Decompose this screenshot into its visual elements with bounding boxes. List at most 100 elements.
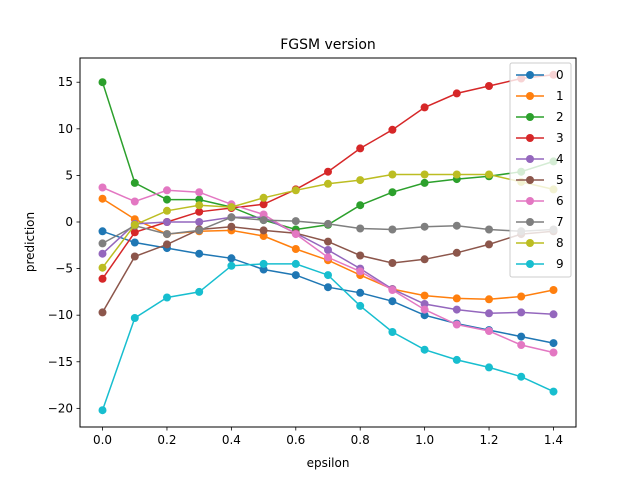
data-point	[324, 283, 332, 292]
data-point	[163, 206, 171, 215]
data-point	[452, 355, 461, 364]
data-point	[195, 207, 204, 216]
data-point	[485, 295, 493, 304]
y-axis-label: prediction	[23, 212, 37, 272]
data-point	[452, 170, 461, 179]
data-point	[130, 238, 139, 247]
data-point	[324, 179, 332, 188]
data-point	[195, 218, 204, 226]
x-tick-label: 1.0	[415, 433, 434, 447]
data-point	[259, 226, 268, 235]
data-point	[291, 259, 300, 268]
data-point	[227, 261, 236, 270]
x-tick-label: 0.6	[286, 433, 305, 447]
y-tick-label: 15	[58, 75, 73, 89]
legend-swatch-marker	[526, 113, 534, 121]
data-point	[517, 332, 526, 341]
data-point	[388, 225, 397, 234]
data-point	[420, 291, 429, 300]
x-tick-label: 1.2	[479, 433, 498, 447]
data-point	[549, 286, 558, 294]
y-tick-label: −5	[55, 262, 73, 276]
data-point	[227, 203, 236, 212]
legend-label: 3	[556, 131, 564, 145]
data-point	[388, 297, 397, 306]
data-point	[452, 320, 461, 329]
legend-item-5: 5	[516, 173, 564, 187]
data-point	[130, 197, 139, 206]
data-point	[195, 195, 204, 204]
data-point	[130, 228, 139, 237]
legend-item-0: 0	[516, 68, 564, 82]
x-axis-label: epsilon	[307, 456, 350, 470]
data-point	[517, 292, 526, 301]
data-point	[163, 195, 171, 204]
data-point	[291, 186, 300, 195]
y-tick-label: 10	[58, 122, 73, 136]
data-point	[452, 305, 461, 314]
series-5	[98, 222, 558, 317]
data-point	[452, 221, 461, 230]
data-point	[452, 294, 461, 303]
data-point	[324, 253, 332, 262]
axis-ticks: 0.0 0.2 0.4 0.6 0.8 1.0 1.2 1.4 −20 −15 −10 −5 0 5 10 1…	[48, 75, 563, 447]
data-point	[291, 245, 300, 253]
data-point	[420, 178, 429, 187]
data-point	[324, 167, 332, 176]
chart-title: FGSM version	[280, 37, 376, 53]
data-point	[356, 301, 365, 310]
data-point	[227, 254, 236, 263]
data-point	[130, 220, 139, 229]
data-point	[549, 348, 558, 357]
y-tick-label: −15	[48, 355, 73, 369]
legend-swatch-marker	[526, 71, 534, 79]
data-point	[98, 274, 107, 283]
data-point	[291, 230, 300, 239]
data-point	[356, 201, 365, 210]
legend-label: 9	[556, 257, 564, 271]
data-point	[420, 345, 429, 354]
legend-swatch-marker	[526, 134, 534, 142]
data-point	[388, 328, 397, 336]
data-point	[420, 170, 429, 179]
legend-item-7: 7	[516, 215, 564, 229]
data-point	[195, 287, 204, 296]
series-9	[98, 259, 558, 415]
data-point	[163, 240, 171, 249]
legend-label: 8	[556, 236, 564, 250]
legend-label: 5	[556, 173, 564, 187]
legend-label: 7	[556, 215, 564, 229]
data-point	[163, 218, 171, 226]
data-point	[98, 406, 107, 415]
data-point	[324, 237, 332, 246]
data-point	[98, 78, 107, 87]
data-point	[388, 188, 397, 197]
y-tick-label: −10	[48, 308, 73, 322]
data-point	[259, 259, 268, 268]
x-tick-label: 0.2	[157, 433, 176, 447]
data-point	[259, 193, 268, 202]
legend-swatch-marker	[526, 197, 534, 205]
data-point	[227, 213, 236, 222]
legend-item-4: 4	[516, 152, 564, 166]
x-tick-label: 0.8	[351, 433, 370, 447]
legend-item-1: 1	[516, 89, 564, 103]
data-point	[388, 286, 397, 294]
data-point	[485, 82, 493, 90]
data-point	[324, 219, 332, 228]
data-point	[420, 103, 429, 112]
data-point	[195, 188, 204, 197]
data-point	[130, 178, 139, 187]
data-point	[163, 230, 171, 239]
data-point	[163, 186, 171, 195]
data-point	[130, 314, 139, 322]
data-point	[98, 183, 107, 192]
data-point	[98, 249, 107, 258]
legend-item-3: 3	[516, 131, 564, 145]
data-point	[98, 227, 107, 236]
data-point	[98, 308, 107, 317]
data-point	[98, 239, 107, 248]
data-point	[356, 288, 365, 297]
data-point	[452, 89, 461, 98]
data-point	[130, 252, 139, 261]
